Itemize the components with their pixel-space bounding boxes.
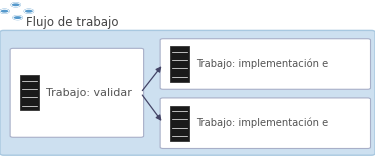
Circle shape (24, 9, 33, 13)
Circle shape (13, 16, 22, 20)
Text: Trabajo: implementación e: Trabajo: implementación e (196, 59, 328, 69)
FancyBboxPatch shape (10, 48, 144, 137)
Text: Trabajo: implementación e: Trabajo: implementación e (196, 118, 328, 128)
FancyBboxPatch shape (170, 106, 189, 141)
Text: Flujo de trabajo: Flujo de trabajo (26, 16, 118, 29)
FancyBboxPatch shape (160, 98, 370, 148)
FancyBboxPatch shape (160, 39, 370, 89)
Circle shape (0, 9, 9, 13)
Text: Trabajo: validar: Trabajo: validar (46, 88, 132, 98)
Circle shape (11, 3, 20, 7)
FancyBboxPatch shape (20, 75, 39, 110)
FancyBboxPatch shape (0, 30, 375, 155)
FancyBboxPatch shape (170, 46, 189, 82)
